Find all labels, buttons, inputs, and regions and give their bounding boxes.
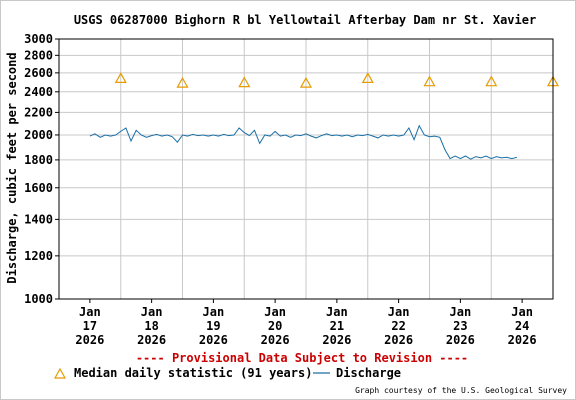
legend: Median daily statistic (91 years) Discha… <box>53 366 401 380</box>
x-tick-label: 2026 <box>322 333 351 347</box>
y-tick-label: 1200 <box>24 249 53 263</box>
provisional-note: ---- Provisional Data Subject to Revisio… <box>136 351 468 365</box>
credit-text: Graph courtesy of the U.S. Geological Su… <box>355 386 567 395</box>
plot-border <box>58 38 554 300</box>
y-tick-label: 2800 <box>24 48 53 62</box>
y-tick-label: 2000 <box>24 128 53 142</box>
x-tick-label: Jan <box>450 305 472 319</box>
median-marker <box>485 75 498 87</box>
x-tick-label: 24 <box>515 319 529 333</box>
discharge-legend-label: Discharge <box>336 366 401 380</box>
x-tick-label: 23 <box>453 319 467 333</box>
y-tick-label: 1800 <box>24 153 53 167</box>
x-tick-label: Jan <box>203 305 225 319</box>
y-tick-label: 3000 <box>24 32 53 46</box>
x-tick-label: 2026 <box>75 333 104 347</box>
x-tick-label: 18 <box>144 319 158 333</box>
x-tick-label: 2026 <box>261 333 290 347</box>
x-tick-label: 20 <box>268 319 282 333</box>
median-marker <box>299 76 313 88</box>
x-tick-label: Jan <box>141 305 163 319</box>
y-tick-label: 2600 <box>24 66 53 80</box>
x-tick-label: Jan <box>79 305 101 319</box>
median-marker <box>238 76 251 88</box>
x-tick-label: 2026 <box>384 333 413 347</box>
y-tick-label: 2400 <box>24 85 53 99</box>
x-tick-label: Jan <box>264 305 286 319</box>
x-tick-label: 21 <box>330 319 344 333</box>
y-axis-ticks: 3000 2800 2600 2400 2200 2000 1800 1600 1400 1200… <box>24 32 59 306</box>
x-tick-label: Jan <box>326 305 348 319</box>
median-marker <box>114 72 127 83</box>
median-legend-label: Median daily statistic (91 years) <box>74 366 312 380</box>
median-marker <box>423 75 436 87</box>
y-axis-label: Discharge, cubic feet per second <box>5 52 19 283</box>
x-tick-label: 22 <box>391 319 405 333</box>
x-tick-label: Jan <box>511 305 533 319</box>
median-legend-marker <box>53 367 67 379</box>
median-marker <box>361 72 374 83</box>
x-tick-label: 19 <box>206 319 220 333</box>
x-tick-label: Jan <box>388 305 410 319</box>
x-tick-label: 2026 <box>508 333 537 347</box>
y-tick-label: 1000 <box>24 292 53 306</box>
series <box>89 72 560 160</box>
x-tick-label: 2026 <box>137 333 166 347</box>
y-tick-label: 2200 <box>24 105 53 119</box>
x-axis-ticks: Jan172026Jan182026Jan192026Jan202026Jan2… <box>75 299 537 347</box>
discharge-line <box>89 124 518 160</box>
y-tick-label: 1600 <box>24 181 53 195</box>
x-tick-label: 17 <box>83 319 97 333</box>
chart-title: USGS 06287000 Bighorn R bl Yellowtail Af… <box>74 13 536 27</box>
x-tick-label: 2026 <box>199 333 228 347</box>
median-marker <box>176 76 189 88</box>
x-tick-label: 2026 <box>446 333 475 347</box>
y-tick-label: 1400 <box>24 212 53 226</box>
